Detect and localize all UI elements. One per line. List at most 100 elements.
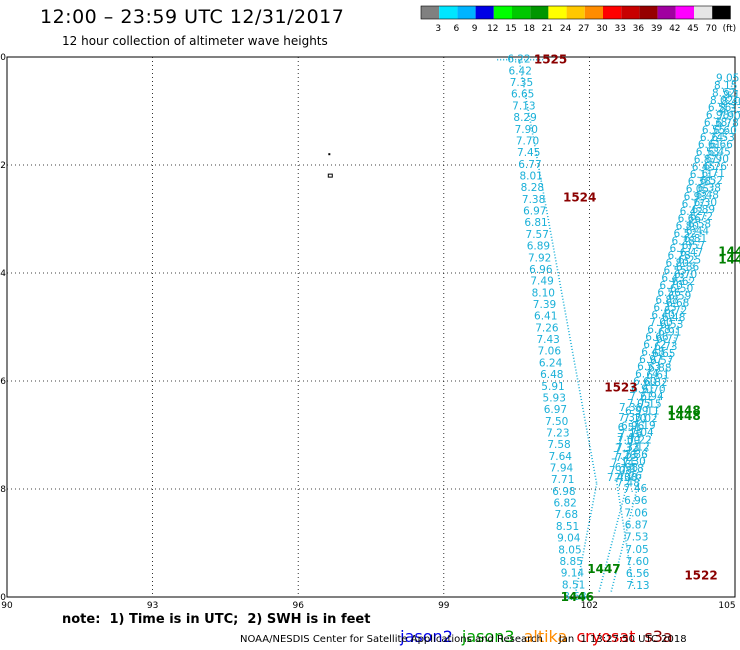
- swh-value: 6.43: [661, 272, 684, 284]
- swh-value: 7.35: [510, 77, 533, 89]
- swh-value: 7.23: [546, 427, 569, 439]
- legend-label: 30: [596, 24, 608, 34]
- swh-value: 6.72: [643, 339, 666, 351]
- swh-value: 6.73: [654, 341, 677, 353]
- swh-value: 6.61: [698, 139, 721, 151]
- swh-value: 7.58: [547, 439, 570, 451]
- x-tick-label: 93: [147, 601, 158, 611]
- swh-value: 7.26: [535, 322, 559, 334]
- swh-value: 8.51: [556, 521, 579, 533]
- legend-label: 24: [560, 24, 572, 34]
- swh-value: 7.14: [611, 457, 635, 469]
- y-tick-label: -12: [0, 161, 6, 171]
- swh-value: 6.72: [664, 305, 687, 317]
- swh-value: 6.66: [709, 139, 733, 151]
- swh-value: 6.35: [653, 302, 676, 314]
- swh-value: 6.42: [509, 65, 532, 77]
- swh-value: 7.48: [617, 478, 640, 490]
- legend-swatch: [694, 6, 713, 19]
- swh-value: 6.45: [707, 146, 730, 158]
- swh-value: 6.56: [657, 287, 681, 299]
- swh-value: 6.82: [553, 498, 576, 510]
- swh-value: 6.47: [680, 247, 703, 259]
- x-tick-label: 105: [718, 601, 735, 611]
- legend-swatch: [475, 6, 494, 19]
- swh-value: 8.68: [563, 591, 586, 603]
- swh-value: 6.89: [527, 241, 550, 253]
- wave-height-map: 90939699102105-10-12-14-16-18-206.226.42…: [0, 53, 740, 611]
- swh-value: 6.76: [704, 161, 728, 173]
- swh-value: 6.50: [670, 283, 693, 295]
- legend-label: 39: [651, 24, 663, 34]
- swh-value: 6.77: [656, 334, 679, 346]
- swh-value: 7.90: [515, 124, 538, 136]
- swh-value: 6.74: [635, 369, 659, 381]
- legend-label: 27: [578, 24, 589, 34]
- swh-value: 7.36: [624, 449, 648, 461]
- swh-value: 7.90: [717, 110, 740, 122]
- swh-value: 6.70: [659, 280, 682, 292]
- swh-value: 6.51: [618, 422, 641, 434]
- swh-value: 6.72: [690, 211, 713, 223]
- swh-value: 7.50: [545, 416, 568, 428]
- island: [327, 173, 333, 178]
- swh-value: 7.08: [614, 472, 637, 484]
- swh-value: 6.99: [625, 406, 648, 418]
- swh-value: 7.28: [613, 450, 636, 462]
- legend-swatch: [457, 6, 476, 19]
- swh-value: 6.93: [684, 191, 707, 203]
- swh-value: 7.00: [617, 435, 640, 447]
- swh-value: 6.05: [686, 184, 709, 196]
- swh-value: 7.49: [530, 276, 553, 288]
- swh-value: 6.98: [615, 462, 638, 474]
- legend-label: 36: [633, 24, 645, 34]
- swh-value: 6.96: [529, 264, 553, 276]
- y-tick-label: -14: [0, 269, 6, 279]
- color-legend: 3 6 9 12 15 18 21 24 27 30 33 36 39 42 45 70 (ft): [420, 5, 737, 34]
- swh-value: 7.05: [625, 544, 648, 556]
- swh-value: 6.98: [552, 486, 575, 498]
- swh-value: 7.46: [624, 483, 648, 495]
- swh-value: 6.24: [539, 357, 563, 369]
- pass-time-label: 1449: [718, 244, 740, 258]
- track-e-dots: [610, 89, 739, 592]
- legend-label: (ft): [723, 24, 737, 34]
- swh-value: 7.33: [616, 442, 639, 454]
- swh-value: 6.91: [631, 383, 654, 395]
- swh-value: 6.66: [678, 213, 702, 225]
- legend-swatch: [712, 6, 731, 19]
- swh-value: 6.48: [662, 312, 685, 324]
- legend-label: 33: [614, 24, 625, 34]
- page-title: 12:00 – 23:59 UTC 12/31/2017: [40, 6, 345, 28]
- pass-time-label: 1448: [667, 409, 700, 423]
- swh-value: 6.61: [646, 370, 669, 382]
- swh-value: 6.25: [678, 254, 701, 266]
- swh-value: 7.43: [607, 472, 630, 484]
- satellite-cryosat: cryosat: [576, 627, 636, 646]
- legend-label: 70: [705, 24, 717, 34]
- swh-value: 6.48: [641, 346, 664, 358]
- swh-value: 6.81: [684, 233, 707, 245]
- swh-value: 6.88: [655, 295, 678, 307]
- legend-swatch: [657, 6, 676, 19]
- swh-value: 6.97: [639, 354, 662, 366]
- swh-value: 6.97: [544, 404, 567, 416]
- legend-swatch: [584, 6, 603, 19]
- swh-value: 6.77: [682, 198, 705, 210]
- swh-value: 6.94: [640, 391, 664, 403]
- swh-value: 8.33: [719, 103, 740, 115]
- legend-swatch: [439, 6, 458, 19]
- swh-value: 7.18: [620, 463, 643, 475]
- swh-value: 7.22: [628, 434, 651, 446]
- swh-value: 6.98: [706, 110, 729, 122]
- swh-value: 6.48: [540, 369, 563, 381]
- swh-value: 6.82: [644, 377, 667, 389]
- swh-value: 7.26: [619, 470, 643, 482]
- swh-value: 6.55: [702, 124, 725, 136]
- swh-value: 6.77: [518, 159, 541, 171]
- swh-value: 6.53: [696, 147, 719, 159]
- swh-value: 6.24: [700, 132, 724, 144]
- swh-value: 7.08: [609, 465, 632, 477]
- x-tick-label: 96: [292, 601, 304, 611]
- swh-value: 6.65: [511, 89, 534, 101]
